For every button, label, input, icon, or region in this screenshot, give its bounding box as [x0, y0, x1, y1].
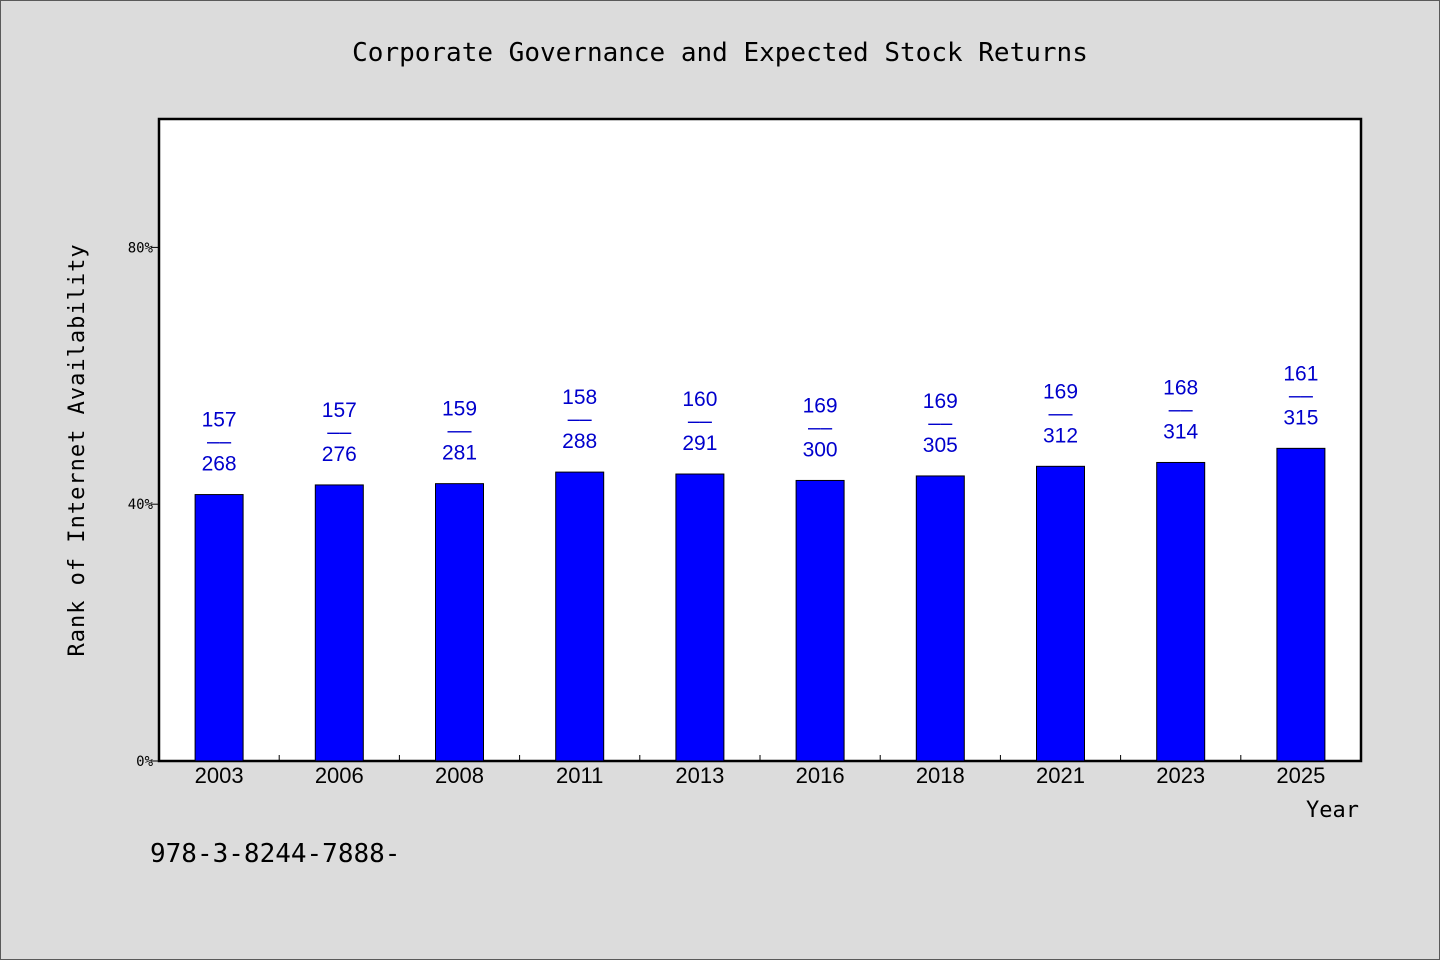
data-label-separator: ——	[1048, 401, 1073, 425]
x-tick-label: 2006	[315, 763, 364, 788]
bar	[795, 479, 845, 762]
data-label-bottom: 314	[1163, 420, 1198, 443]
data-label-bottom: 268	[202, 453, 237, 476]
data-label-top: 157	[322, 399, 357, 422]
data-label-top: 161	[1283, 362, 1318, 385]
bar	[555, 471, 605, 762]
x-tick-label: 2008	[435, 763, 484, 788]
data-label-separator: ——	[928, 411, 953, 435]
data-label-separator: ——	[207, 430, 232, 454]
y-tick-label: 0%	[136, 754, 153, 770]
data-label-bottom: 291	[682, 432, 717, 455]
x-tick-label: 2021	[1036, 763, 1085, 788]
x-tick-label: 2023	[1156, 763, 1205, 788]
data-label-top: 160	[682, 388, 717, 411]
data-label-top: 169	[803, 394, 838, 417]
data-label-separator: ——	[1289, 383, 1314, 407]
data-label-top: 169	[923, 390, 958, 413]
footnote-text: 978-3-8244-7888-	[150, 839, 400, 869]
data-label-separator: ——	[1169, 397, 1194, 421]
data-label-bottom: 276	[322, 443, 357, 466]
data-label-top: 159	[442, 398, 477, 421]
data-label-separator: ——	[808, 415, 833, 439]
data-label-separator: ——	[688, 409, 713, 433]
bar	[314, 484, 364, 762]
x-tick-label: 2011	[556, 763, 603, 788]
data-label-bottom: 315	[1283, 406, 1318, 429]
y-axis-label: Rank of Internet Availability	[65, 243, 90, 656]
data-label-bottom: 281	[442, 442, 477, 465]
x-tick-label: 2003	[195, 763, 244, 788]
x-axis-label: Year	[1306, 798, 1359, 823]
y-tick-label: 40%	[128, 497, 154, 513]
bar	[435, 483, 484, 762]
data-label-top: 158	[562, 386, 597, 409]
bar	[1276, 447, 1326, 762]
data-label-top: 169	[1043, 380, 1078, 403]
bar	[194, 494, 244, 762]
x-tick-label: 2025	[1276, 763, 1325, 788]
bars	[194, 447, 1326, 762]
x-axis: 2003 2006 2008 2011 2013 2016 2018 2021 2023 2025	[195, 755, 1325, 788]
data-label-bottom: 300	[803, 438, 838, 461]
data-label-bottom: 305	[923, 434, 958, 457]
bar	[1036, 465, 1085, 762]
x-tick-label: 2013	[675, 763, 724, 788]
bar	[1156, 461, 1206, 762]
data-label-top: 157	[202, 409, 237, 432]
bar	[915, 475, 965, 762]
y-tick-label: 80%	[128, 240, 154, 256]
data-label-bottom: 312	[1043, 424, 1078, 447]
data-label-separator: ——	[447, 419, 472, 443]
bar	[675, 473, 725, 762]
data-label-separator: ——	[327, 420, 352, 444]
data-label-top: 168	[1163, 376, 1198, 399]
chart-title: Corporate Governance and Expected Stock …	[352, 38, 1088, 68]
x-tick-label: 2018	[916, 763, 965, 788]
data-label-separator: ——	[568, 407, 593, 431]
x-tick-label: 2016	[796, 763, 845, 788]
data-labels: 157——268157——276159——281158——288160——291…	[202, 362, 1319, 475]
data-label-bottom: 288	[562, 430, 597, 453]
y-axis: 0% 40% 80%	[128, 240, 159, 770]
